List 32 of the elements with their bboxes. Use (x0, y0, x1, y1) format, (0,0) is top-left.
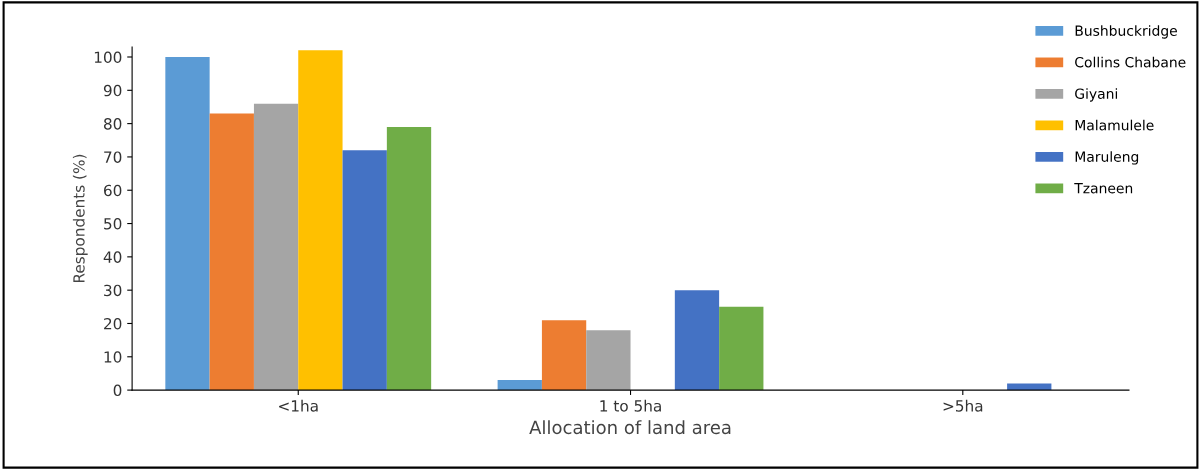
legend-label: Bushbuckridge (1075, 25, 1177, 39)
y-tick-label: 100 (94, 51, 122, 64)
x-axis-title: Allocation of land area (529, 420, 731, 435)
bar (586, 330, 631, 391)
y-tick-label: 30 (104, 284, 122, 297)
legend-label: Giyani (1075, 88, 1118, 102)
y-tick-label: 90 (103, 84, 122, 97)
bar (719, 306, 764, 391)
legend-label: Collins Chabane (1075, 56, 1186, 68)
bar (298, 50, 343, 391)
y-tick-label: 40 (103, 251, 122, 263)
bar (386, 126, 432, 391)
x-tick-label: <1ha (279, 399, 318, 412)
legend-label: Malamulele (1075, 119, 1154, 131)
y-tick-label: 50 (104, 218, 122, 230)
x-tick-label: >5ha (943, 399, 983, 412)
y-tick-label: 10 (104, 351, 122, 363)
legend-label: Maruleng (1075, 151, 1139, 165)
bar (541, 320, 587, 391)
bar (253, 103, 299, 391)
y-tick-label: 0 (113, 384, 122, 397)
y-tick-label: 70 (104, 151, 122, 163)
y-tick-label: 20 (104, 317, 122, 330)
y-tick-label: 60 (104, 184, 122, 197)
bar (165, 56, 210, 391)
y-tick-label: 80 (103, 118, 122, 130)
bar (342, 150, 387, 391)
x-tick-label: 1 to 5ha (600, 399, 661, 412)
y-axis-title: Respondents (%) (72, 154, 88, 283)
bar (674, 290, 720, 391)
legend-label: Tzaneen (1074, 183, 1133, 194)
bar (209, 113, 254, 391)
